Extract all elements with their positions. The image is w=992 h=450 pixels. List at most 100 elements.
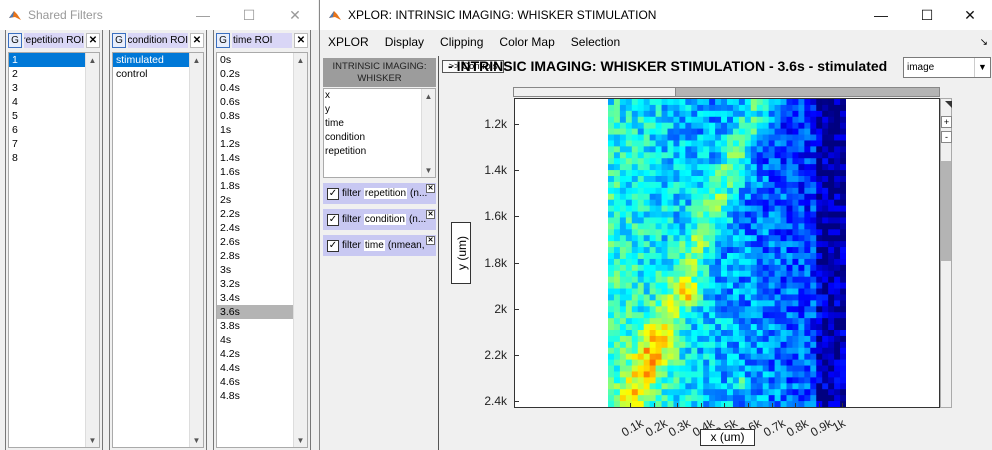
close-button[interactable]: ✕ bbox=[964, 6, 976, 23]
list-item[interactable]: 1.2s bbox=[220, 138, 240, 150]
scroll-down-icon[interactable]: ▼ bbox=[296, 435, 305, 445]
list-item[interactable]: control bbox=[116, 68, 148, 80]
list-item[interactable]: 2s bbox=[220, 194, 232, 206]
list-item[interactable]: 1.4s bbox=[220, 152, 240, 164]
zoom-in-button[interactable]: + bbox=[941, 116, 952, 128]
close-filter-button[interactable]: ✕ bbox=[86, 33, 100, 48]
scroll-down-icon[interactable]: ▼ bbox=[192, 435, 201, 445]
controls-toggle-button[interactable]: >> Controls bbox=[442, 60, 504, 73]
close-icon[interactable]: ✕ bbox=[426, 210, 435, 219]
filter-checkbox[interactable]: ✓ bbox=[327, 239, 339, 252]
scroll-down-icon[interactable]: ▼ bbox=[424, 165, 433, 175]
list-item[interactable]: 7 bbox=[12, 138, 18, 150]
heatmap-cell bbox=[816, 335, 823, 343]
heatmap-cell bbox=[750, 288, 758, 295]
scroll-up-icon[interactable]: ▲ bbox=[192, 55, 201, 65]
heatmap-cell bbox=[685, 330, 692, 337]
maximize-button[interactable]: ☐ bbox=[920, 6, 934, 23]
x-axis-label[interactable]: x (um) bbox=[700, 429, 755, 446]
list-scrollbar[interactable]: ▲ ▼ bbox=[189, 53, 203, 447]
list-item[interactable]: 2.4s bbox=[220, 222, 240, 234]
list-scrollbar[interactable]: ▲ ▼ bbox=[421, 89, 435, 177]
variable-item[interactable]: y bbox=[325, 104, 330, 115]
list-item[interactable]: 4.8s bbox=[220, 390, 240, 402]
list-item[interactable]: 1s bbox=[220, 124, 232, 136]
zoom-scrollbar[interactable]: + - bbox=[940, 98, 952, 408]
list-item[interactable]: 0s bbox=[220, 54, 232, 66]
list-item[interactable]: 2.8s bbox=[220, 250, 240, 262]
close-filter-button[interactable]: ✕ bbox=[294, 33, 308, 48]
list-item[interactable]: 1.6s bbox=[220, 166, 240, 178]
heatmap-cell bbox=[637, 170, 645, 177]
scroll-up-icon[interactable]: ▲ bbox=[296, 55, 305, 65]
close-icon[interactable]: ✕ bbox=[426, 184, 435, 193]
list-item[interactable]: 0.2s bbox=[220, 68, 240, 80]
close-filter-button[interactable]: ✕ bbox=[190, 33, 204, 48]
list-item[interactable]: 2 bbox=[12, 68, 18, 80]
variable-item[interactable]: x bbox=[325, 90, 330, 101]
list-item[interactable]: 4.6s bbox=[220, 376, 240, 388]
variable-item[interactable]: time bbox=[325, 118, 344, 129]
scroll-up-icon[interactable]: ▲ bbox=[424, 91, 433, 101]
minimize-button[interactable]: — bbox=[196, 7, 210, 23]
menu-xplor[interactable]: XPLOR bbox=[328, 35, 369, 49]
zoom-out-button[interactable]: - bbox=[941, 131, 952, 143]
list-item[interactable]: 0.8s bbox=[220, 110, 240, 122]
scroll-up-icon[interactable]: ▲ bbox=[88, 55, 97, 65]
minimize-button[interactable]: — bbox=[874, 7, 888, 23]
time-list[interactable]: 0s 0.2s 0.4s 0.6s 0.8s 1s 1.2s 1.4s 1.6s 1.8s 2s 2.… bbox=[216, 52, 308, 448]
list-scrollbar[interactable]: ▲ ▼ bbox=[85, 53, 99, 447]
variables-list[interactable]: x y time condition repetition ▲ ▼ bbox=[323, 88, 436, 178]
heatmap-cell bbox=[780, 377, 787, 384]
scroll-thumb[interactable] bbox=[941, 161, 951, 261]
menu-selection[interactable]: Selection bbox=[570, 35, 621, 49]
list-item[interactable]: 3.2s bbox=[220, 278, 240, 290]
filter-checkbox[interactable]: ✓ bbox=[327, 213, 339, 226]
list-item[interactable]: 3.6s bbox=[217, 305, 293, 319]
list-item[interactable]: 4s bbox=[220, 334, 232, 346]
heatmap-cell bbox=[727, 318, 734, 325]
list-item[interactable]: 2.6s bbox=[220, 236, 240, 248]
list-item[interactable]: 3 bbox=[12, 82, 18, 94]
list-item[interactable]: 6 bbox=[12, 124, 18, 136]
list-item[interactable]: 3s bbox=[220, 264, 232, 276]
list-item[interactable]: 0.4s bbox=[220, 82, 240, 94]
group-button[interactable]: G bbox=[216, 33, 230, 48]
list-item[interactable]: 3.8s bbox=[220, 320, 240, 332]
close-icon[interactable]: ✕ bbox=[426, 236, 435, 245]
heatmap-cell bbox=[804, 110, 811, 118]
list-item[interactable]: 1.8s bbox=[220, 180, 240, 192]
scroll-down-icon[interactable]: ▼ bbox=[88, 435, 97, 445]
variable-item[interactable]: repetition bbox=[325, 146, 367, 157]
filter-checkbox[interactable]: ✓ bbox=[327, 187, 339, 200]
list-item[interactable]: 5 bbox=[12, 110, 18, 122]
maximize-button[interactable]: ☐ bbox=[242, 6, 256, 23]
list-item[interactable]: 0.6s bbox=[220, 96, 240, 108]
display-mode-select[interactable]: image ▼ bbox=[903, 57, 991, 78]
slider-thumb[interactable] bbox=[514, 88, 676, 96]
dock-arrow-icon[interactable]: ↘ bbox=[979, 36, 988, 48]
heatmap-cell bbox=[703, 229, 710, 236]
menu-display[interactable]: Display bbox=[384, 35, 425, 49]
menu-color-map[interactable]: Color Map bbox=[499, 35, 555, 49]
list-item[interactable]: 8 bbox=[12, 152, 18, 164]
y-axis-label[interactable]: y (um) bbox=[451, 222, 471, 284]
group-button[interactable]: G bbox=[8, 33, 22, 48]
menu-clipping[interactable]: Clipping bbox=[440, 35, 484, 49]
close-button[interactable]: ✕ bbox=[289, 6, 301, 23]
variable-item[interactable]: condition bbox=[325, 132, 366, 143]
list-scrollbar[interactable]: ▲ ▼ bbox=[293, 53, 307, 447]
plot-axes[interactable] bbox=[514, 98, 940, 408]
group-button[interactable]: G bbox=[112, 33, 126, 48]
list-item[interactable]: 4 bbox=[12, 96, 18, 108]
list-item[interactable]: stimulated bbox=[113, 53, 189, 67]
condition-list[interactable]: stimulated control ▲ ▼ bbox=[112, 52, 204, 448]
list-item[interactable]: 2.2s bbox=[220, 208, 240, 220]
list-item[interactable]: 4.4s bbox=[220, 362, 240, 374]
chevron-down-icon[interactable]: ▼ bbox=[974, 58, 990, 77]
time-slider[interactable] bbox=[513, 87, 940, 97]
list-item[interactable]: 3.4s bbox=[220, 292, 240, 304]
list-item[interactable]: 4.2s bbox=[220, 348, 240, 360]
list-item[interactable]: 1 bbox=[9, 53, 85, 67]
